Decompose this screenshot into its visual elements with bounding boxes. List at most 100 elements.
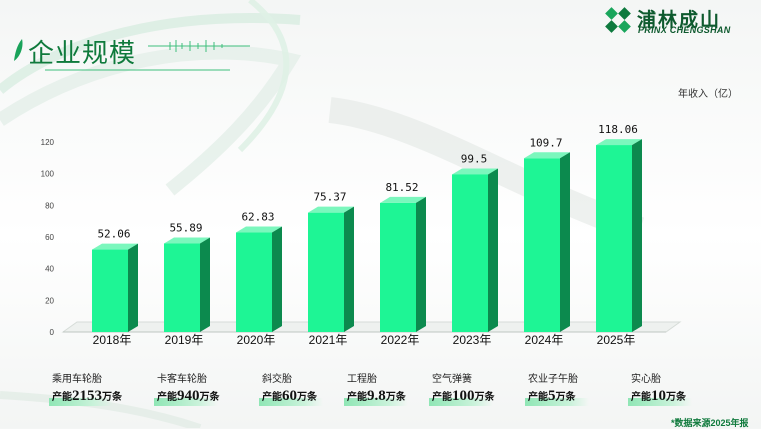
y-tick-label: 120 (41, 138, 55, 147)
bar-top (524, 152, 570, 159)
capacity-item: 空气弹簧产能100万条 (429, 370, 495, 406)
capacity-highlight (154, 398, 218, 406)
bar (164, 243, 200, 332)
bar-side (128, 243, 138, 332)
capacity-highlight (259, 398, 323, 406)
bar (308, 212, 344, 332)
bar (524, 158, 560, 332)
product-name: 实心胎 (631, 374, 661, 385)
x-tick-label: 2024年 (525, 333, 564, 347)
capacity-unit: 万条 (666, 392, 686, 403)
capacity-item: 乘用车轮胎产能2153万条 (49, 370, 122, 406)
capacity-highlight (429, 398, 493, 406)
bar-top (452, 168, 498, 175)
capacity-label: 产能 (631, 392, 651, 403)
capacity-unit: 万条 (297, 392, 317, 403)
bar (452, 174, 488, 332)
bar-top (380, 196, 426, 203)
capacity-number: 9.8 (367, 388, 386, 404)
data-label: 109.7 (529, 136, 562, 149)
data-label: 81.52 (385, 181, 418, 194)
unit-label: 年收入（亿） (678, 89, 738, 100)
leaf-icon (14, 39, 23, 61)
capacity-label: 产能 (157, 392, 177, 403)
capacity-value: 产能2153万条 (49, 387, 122, 406)
capacity-item: 卡客车轮胎产能940万条 (154, 370, 220, 406)
data-label: 55.89 (169, 222, 202, 235)
bar (92, 249, 128, 332)
capacity-item: 斜交胎产能60万条 (259, 370, 323, 406)
x-tick-label: 2018年 (93, 333, 132, 347)
bar-side (200, 237, 210, 332)
capacity-highlight (49, 398, 113, 406)
capacity-unit: 万条 (102, 392, 122, 403)
capacity-value: 产能9.8万条 (344, 387, 408, 406)
bar-top (596, 139, 642, 146)
capacity-value: 产能10万条 (628, 387, 692, 406)
bar (596, 145, 632, 332)
bar-top (164, 237, 210, 244)
capacity-highlight (628, 398, 692, 406)
capacity-item: 工程胎产能9.8万条 (344, 370, 408, 406)
capacity-label: 产能 (432, 392, 452, 403)
x-tick-label: 2021年 (309, 333, 348, 347)
capacity-unit: 万条 (199, 392, 220, 403)
x-tick-label: 2019年 (165, 333, 204, 347)
y-tick-label: 60 (45, 233, 54, 242)
y-tick-label: 80 (45, 201, 54, 210)
bar (380, 202, 416, 332)
floor-plane (61, 321, 682, 333)
capacity-number: 60 (282, 388, 297, 404)
bar-side (416, 196, 426, 332)
bar-side (632, 139, 642, 332)
x-tick-label: 2022年 (381, 333, 420, 347)
brand-name: 浦林成山 (637, 10, 722, 31)
bar-side (344, 206, 354, 332)
capacity-label: 产能 (347, 392, 367, 403)
product-name: 斜交胎 (262, 374, 292, 385)
data-label: 118.06 (598, 123, 638, 136)
bar-top (236, 226, 282, 233)
capacity-value: 产能60万条 (259, 387, 323, 406)
product-name: 乘用车轮胎 (52, 374, 102, 385)
capacity-value: 产能5万条 (525, 387, 589, 406)
data-label: 99.5 (461, 152, 488, 165)
y-tick-label: 100 (41, 170, 55, 179)
x-tick-label: 2025年 (597, 333, 636, 347)
data-label: 75.37 (313, 191, 346, 204)
product-name: 空气弹簧 (432, 374, 472, 385)
product-name: 农业子午胎 (528, 374, 578, 385)
capacity-label: 产能 (528, 392, 548, 403)
capacity-number: 10 (651, 388, 666, 404)
product-name: 卡客车轮胎 (157, 374, 207, 385)
prinx-logo-icon (605, 7, 631, 33)
x-tick-label: 2023年 (453, 333, 492, 347)
brand-logo: 浦林成山 PRINX CHENGSHAN (604, 6, 754, 35)
capacity-number: 940 (177, 388, 200, 404)
capacity-unit: 万条 (385, 392, 406, 403)
bar-side (560, 152, 570, 332)
product-name: 工程胎 (347, 374, 377, 385)
capacity-number: 2153 (72, 388, 102, 404)
capacity-number: 100 (452, 388, 475, 404)
capacity-item: 农业子午胎产能5万条 (525, 370, 589, 406)
x-tick-label: 2020年 (237, 333, 276, 347)
bar-top (92, 243, 138, 250)
data-label: 62.83 (241, 211, 274, 224)
capacity-item: 实心胎产能10万条 (628, 370, 692, 406)
y-tick-label: 40 (45, 265, 54, 274)
capacity-value: 产能940万条 (154, 387, 220, 406)
bar-side (272, 226, 282, 332)
data-label: 52.06 (97, 228, 130, 241)
y-tick-label: 20 (45, 296, 54, 305)
capacity-label: 产能 (262, 392, 282, 403)
brand-subtitle: PRINX CHENGSHAN (638, 25, 731, 35)
y-tick-label: 0 (50, 328, 55, 337)
capacity-unit: 万条 (474, 392, 495, 403)
capacity-label: 产能 (52, 392, 72, 403)
capacity-highlight (344, 398, 408, 406)
capacity-unit: 万条 (555, 392, 576, 403)
bar-side (488, 168, 498, 332)
bar (236, 232, 272, 332)
capacity-number: 5 (548, 388, 556, 404)
